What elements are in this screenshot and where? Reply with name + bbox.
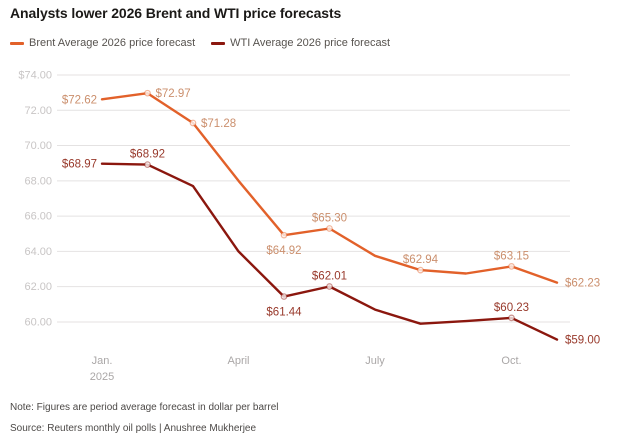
legend-item-wti: WTI Average 2026 price forecast [211, 37, 390, 49]
legend: Brent Average 2026 price forecast WTI Ave… [10, 37, 390, 49]
brent-point-marker [508, 263, 515, 270]
wti-point-label: $60.23 [494, 302, 529, 314]
brent-point-label: $62.94 [403, 254, 439, 266]
legend-item-brent: Brent Average 2026 price forecast [10, 37, 195, 49]
wti-legend-label: WTI Average 2026 price forecast [230, 37, 391, 49]
chart-note: Note: Figures are period average forecas… [10, 402, 279, 413]
wti-point-marker [144, 161, 151, 168]
brent-point-label: $62.23 [565, 278, 600, 290]
y-tick-label: 66.00 [24, 211, 52, 223]
wti-legend-swatch [211, 41, 226, 45]
wti-point-marker [326, 283, 333, 290]
wti-point-label: $68.97 [62, 159, 97, 171]
brent-legend-swatch [10, 41, 24, 45]
chart-source: Source: Reuters monthly oil polls | Anus… [10, 423, 257, 434]
brent-point-label: $65.30 [312, 212, 347, 224]
chart-title: Analysts lower 2026 Brent and WTI price … [10, 5, 342, 21]
x-tick-label: Oct. [501, 355, 521, 367]
y-tick-label: 72.00 [24, 105, 52, 117]
y-tick-label: $74.00 [18, 70, 52, 82]
y-tick-label: 60.00 [24, 316, 52, 328]
brent-point-label: $64.92 [266, 245, 301, 257]
x-tick-label: Jan. [92, 355, 113, 367]
wti-point-marker [508, 314, 515, 322]
x-tick-label: July [365, 355, 385, 367]
wti-point-label: $62.01 [312, 271, 347, 283]
y-tick-label: 64.00 [24, 246, 52, 258]
brent-point-marker [417, 266, 424, 274]
brent-point-label: $71.28 [201, 118, 236, 130]
wti-point-marker [280, 293, 288, 300]
brent-point-label: $63.15 [494, 250, 529, 262]
brent-point-marker [280, 231, 288, 239]
brent-point-marker [189, 119, 197, 127]
brent-point-label: $72.62 [62, 94, 97, 106]
x-tick-label: April [227, 355, 249, 367]
brent-point-marker [326, 225, 333, 232]
brent-series-line [100, 92, 559, 284]
y-tick-label: 70.00 [24, 140, 52, 152]
brent-point-label: $72.97 [156, 88, 191, 100]
wti-point-label: $59.00 [565, 335, 600, 347]
brent-point-marker [144, 89, 151, 97]
wti-point-label: $68.92 [130, 149, 165, 161]
wti-point-label: $61.44 [266, 307, 302, 319]
y-tick-label: 62.00 [24, 281, 52, 293]
brent-legend-label: Brent Average 2026 price forecast [29, 37, 196, 49]
y-tick-label: 68.00 [24, 175, 52, 187]
x-tick-sublabel: 2025 [90, 371, 114, 383]
